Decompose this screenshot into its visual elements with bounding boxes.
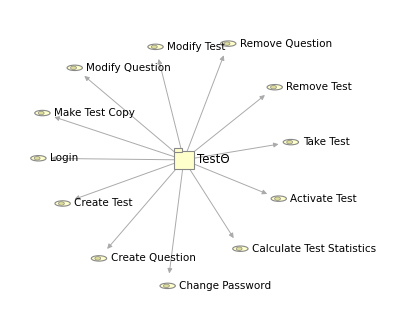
Ellipse shape bbox=[95, 257, 101, 260]
Ellipse shape bbox=[236, 247, 242, 250]
Text: Change Password: Change Password bbox=[179, 281, 271, 291]
Ellipse shape bbox=[221, 41, 236, 46]
Ellipse shape bbox=[34, 157, 40, 160]
Ellipse shape bbox=[38, 111, 44, 115]
Ellipse shape bbox=[267, 85, 282, 90]
Ellipse shape bbox=[287, 141, 292, 144]
Ellipse shape bbox=[71, 66, 76, 69]
Text: Take Test: Take Test bbox=[303, 137, 349, 147]
Ellipse shape bbox=[224, 42, 230, 45]
Text: Modify Test: Modify Test bbox=[167, 42, 225, 52]
Ellipse shape bbox=[271, 196, 286, 201]
Ellipse shape bbox=[152, 45, 157, 48]
FancyBboxPatch shape bbox=[174, 148, 182, 152]
Text: Create Question: Create Question bbox=[111, 254, 196, 263]
Ellipse shape bbox=[283, 140, 299, 145]
Text: Activate Test: Activate Test bbox=[290, 194, 357, 203]
Text: Make Test Copy: Make Test Copy bbox=[54, 108, 135, 118]
Ellipse shape bbox=[233, 246, 248, 251]
Ellipse shape bbox=[31, 156, 46, 161]
Text: Calculate Test Statistics: Calculate Test Statistics bbox=[252, 244, 376, 254]
Ellipse shape bbox=[55, 201, 70, 206]
Ellipse shape bbox=[160, 283, 175, 288]
Ellipse shape bbox=[59, 202, 64, 205]
Ellipse shape bbox=[275, 197, 280, 200]
Ellipse shape bbox=[148, 44, 163, 49]
Text: Login: Login bbox=[50, 153, 78, 163]
Ellipse shape bbox=[271, 86, 276, 89]
Text: TestΘ: TestΘ bbox=[197, 153, 229, 166]
Ellipse shape bbox=[35, 110, 50, 116]
Text: Create Test: Create Test bbox=[74, 199, 133, 208]
Text: Remove Question: Remove Question bbox=[240, 39, 332, 48]
Text: Modify Question: Modify Question bbox=[86, 63, 171, 73]
FancyBboxPatch shape bbox=[174, 151, 194, 169]
Ellipse shape bbox=[164, 284, 169, 287]
Ellipse shape bbox=[91, 256, 107, 261]
Text: Remove Test: Remove Test bbox=[286, 82, 352, 92]
Ellipse shape bbox=[67, 65, 82, 70]
